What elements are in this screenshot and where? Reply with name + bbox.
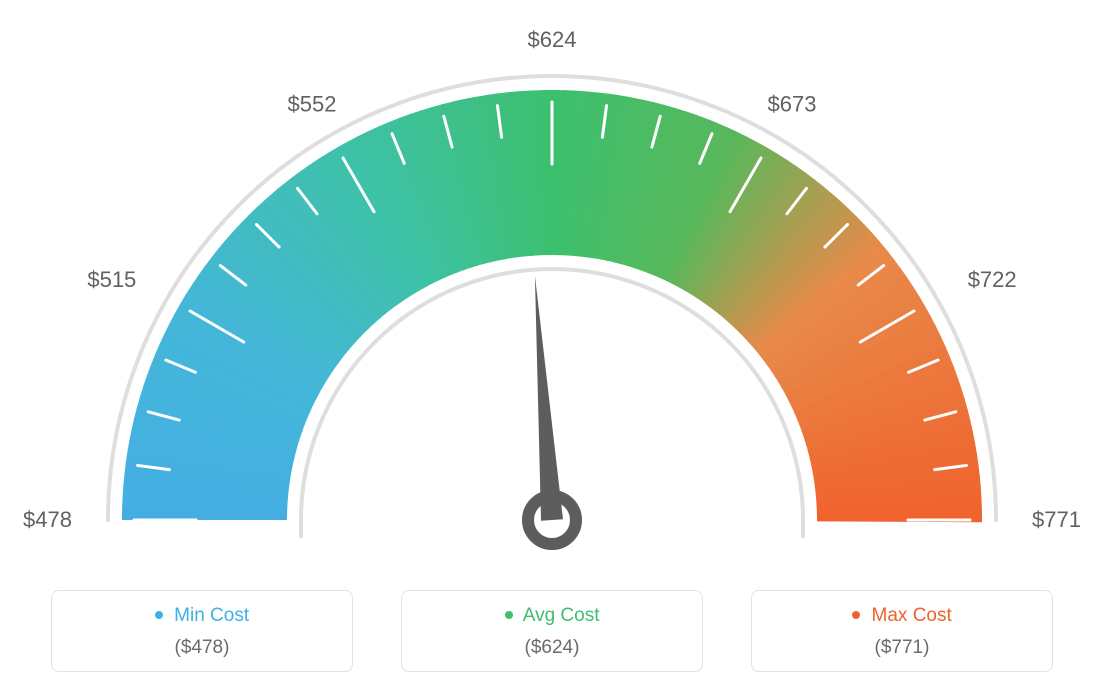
legend-card-avg: Avg Cost ($624) <box>401 590 703 672</box>
svg-text:$478: $478 <box>23 507 72 532</box>
legend-title-avg: Avg Cost <box>402 605 702 627</box>
svg-text:$515: $515 <box>87 267 136 292</box>
dot-icon <box>155 611 163 619</box>
legend-row: Min Cost ($478) Avg Cost ($624) Max Cost… <box>0 590 1104 672</box>
svg-text:$771: $771 <box>1032 507 1081 532</box>
svg-text:$673: $673 <box>768 91 817 116</box>
legend-value: ($624) <box>402 637 702 659</box>
svg-text:$552: $552 <box>288 91 337 116</box>
legend-card-max: Max Cost ($771) <box>751 590 1053 672</box>
dot-icon <box>852 611 860 619</box>
legend-value: ($771) <box>752 637 1052 659</box>
legend-label: Max Cost <box>872 605 952 626</box>
gauge-chart: $478 $515 $552 $624 $673 $722 $771 <box>0 0 1104 570</box>
legend-label: Min Cost <box>174 605 249 626</box>
legend-card-min: Min Cost ($478) <box>51 590 353 672</box>
svg-text:$722: $722 <box>968 267 1017 292</box>
legend-title-max: Max Cost <box>752 605 1052 627</box>
dot-icon <box>505 611 513 619</box>
legend-title-min: Min Cost <box>52 605 352 627</box>
legend-label: Avg Cost <box>523 605 600 626</box>
svg-text:$624: $624 <box>528 27 577 52</box>
legend-value: ($478) <box>52 637 352 659</box>
